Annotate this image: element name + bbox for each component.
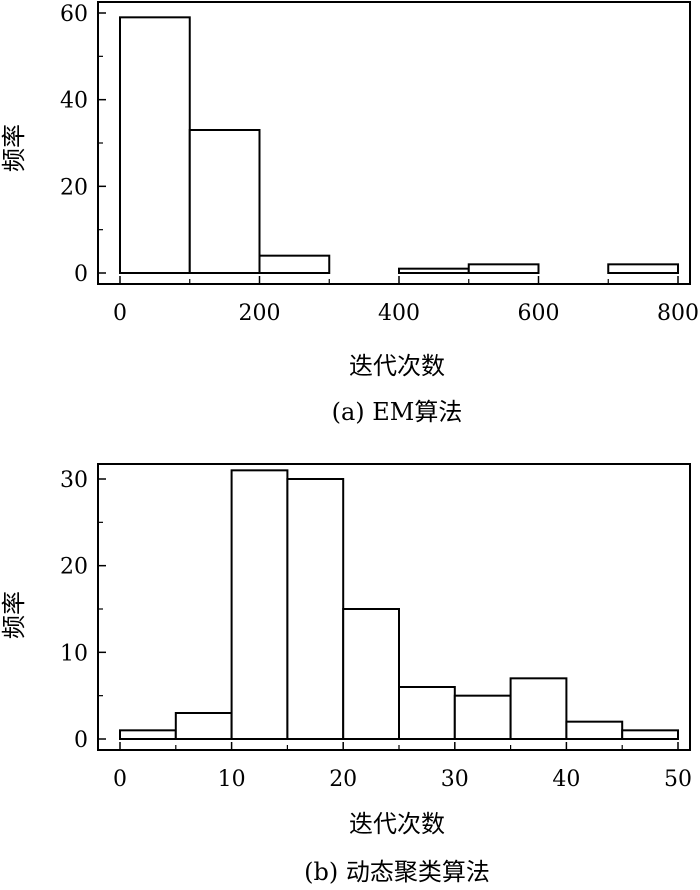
histogram-bar — [467, 263, 540, 275]
x-tick-label: 400 — [378, 301, 420, 326]
x-tick-label: 800 — [657, 301, 699, 326]
y-tick-label: 0 — [74, 728, 88, 753]
histogram-bar — [453, 694, 512, 741]
x-tick-label: 30 — [441, 767, 469, 792]
histogram-panel-dynamic-clustering: 0 10 20 30 40 50 0 10 20 30 频率迭代次数 (b) 动态聚类算法 — [0, 440, 700, 890]
histogram-bar — [119, 16, 191, 275]
histogram-bar — [188, 129, 261, 274]
x-axis-label: 迭代次数 — [349, 810, 445, 838]
x-tick-label: 0 — [113, 301, 127, 326]
histogram-panel-em: 0 200 400 600 800 0 20 40 60 频率迭代次数 (a) EM算法 — [0, 0, 700, 440]
histogram-bar — [174, 712, 233, 740]
histogram-bar — [398, 686, 456, 740]
y-tick-label: 60 — [60, 2, 88, 27]
chart-caption: (a) EM算法 — [332, 398, 463, 426]
histogram-bar — [342, 608, 401, 740]
histogram-bar — [398, 267, 470, 274]
histogram-bar — [258, 254, 331, 275]
histogram-bar — [286, 478, 345, 740]
x-axis-label: 迭代次数 — [349, 352, 445, 380]
x-tick-label: 0 — [113, 767, 127, 792]
histogram-bar — [509, 677, 568, 740]
plot-frame — [97, 463, 691, 751]
x-tick-label: 20 — [329, 767, 357, 792]
histogram-bar — [607, 263, 679, 275]
histogram-bar — [565, 720, 624, 740]
chart-caption: (b) 动态聚类算法 — [304, 858, 490, 886]
y-tick-label: 20 — [60, 555, 88, 580]
histogram-bar — [621, 729, 680, 741]
y-tick-label: 20 — [60, 175, 88, 200]
y-axis-label: 频率 — [0, 124, 28, 172]
y-tick-label: 40 — [60, 89, 88, 114]
x-tick-label: 10 — [218, 767, 246, 792]
y-tick-label: 30 — [60, 468, 88, 493]
y-tick-label: 10 — [60, 641, 88, 666]
y-tick-label: 0 — [74, 262, 88, 287]
histogram-bar — [119, 729, 177, 741]
histogram-bar — [230, 469, 289, 740]
x-tick-label: 600 — [518, 301, 560, 326]
x-tick-label: 50 — [664, 767, 692, 792]
x-tick-label: 40 — [552, 767, 580, 792]
x-tick-label: 200 — [239, 301, 281, 326]
y-axis-label: 频率 — [0, 591, 28, 639]
